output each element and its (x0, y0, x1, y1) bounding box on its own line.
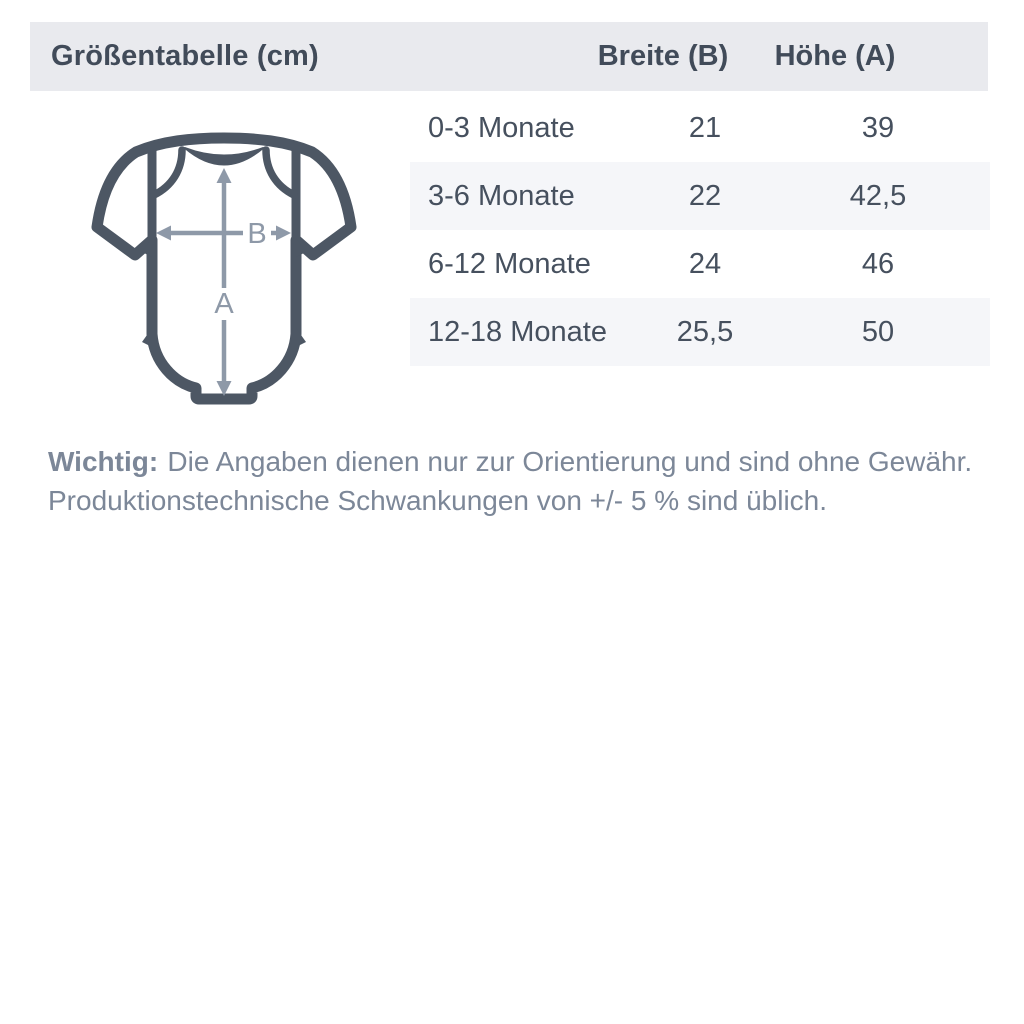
hip-flare-left-icon (142, 328, 152, 347)
width-arrow-label: B (247, 218, 266, 250)
column-header-breite: Breite (B) (597, 40, 729, 72)
size-label: 0-3 Monate (428, 111, 575, 144)
disclaimer-line-2: Produktionstechnische Schwankungen von +… (48, 485, 828, 516)
breite-value: 22 (688, 179, 722, 212)
raglan-seam-right-icon (262, 146, 298, 199)
hoehe-value: 46 (861, 247, 895, 280)
breite-value: 21 (688, 111, 722, 144)
disclaimer-note: Wichtig: Die Angaben dienen nur zur Orien… (48, 442, 973, 520)
column-header-hoehe: Höhe (A) (774, 40, 896, 72)
hoehe-value: 42,5 (849, 179, 907, 212)
disclaimer-text-1: Die Angaben dienen nur zur Orientierung … (167, 446, 973, 477)
width-arrow-icon (156, 225, 291, 241)
breite-value: 24 (688, 247, 722, 280)
hip-flare-right-icon (296, 328, 306, 347)
hoehe-value: 50 (861, 315, 895, 348)
page-title: Größentabelle (cm) (51, 40, 319, 72)
underarm-flare-left-icon (142, 238, 152, 257)
neckline-icon (184, 147, 264, 166)
breite-value: 25,5 (676, 315, 734, 348)
height-arrow-label: A (214, 288, 234, 320)
disclaimer-line-1: Wichtig: Die Angaben dienen nur zur Orien… (48, 442, 973, 481)
size-label: 12-18 Monate (428, 315, 607, 348)
table-row: 6-12 Monate 24 46 (410, 230, 990, 298)
size-label: 3-6 Monate (428, 179, 575, 212)
table-row: 0-3 Monate 21 39 (410, 94, 990, 162)
table-row: 3-6 Monate 22 42,5 (410, 162, 990, 230)
size-chart-header: Größentabelle (cm) Breite (B) Höhe (A) (30, 22, 988, 91)
raglan-seam-left-icon (150, 146, 186, 199)
baby-bodysuit-icon: A B (91, 132, 357, 405)
table-row: 12-18 Monate 25,5 50 (410, 298, 990, 366)
underarm-flare-right-icon (296, 238, 306, 257)
size-table: 0-3 Monate 21 39 3-6 Monate 22 42,5 6-12… (410, 94, 990, 366)
hoehe-value: 39 (861, 111, 895, 144)
disclaimer-label: Wichtig: (48, 446, 159, 477)
size-label: 6-12 Monate (428, 247, 591, 280)
